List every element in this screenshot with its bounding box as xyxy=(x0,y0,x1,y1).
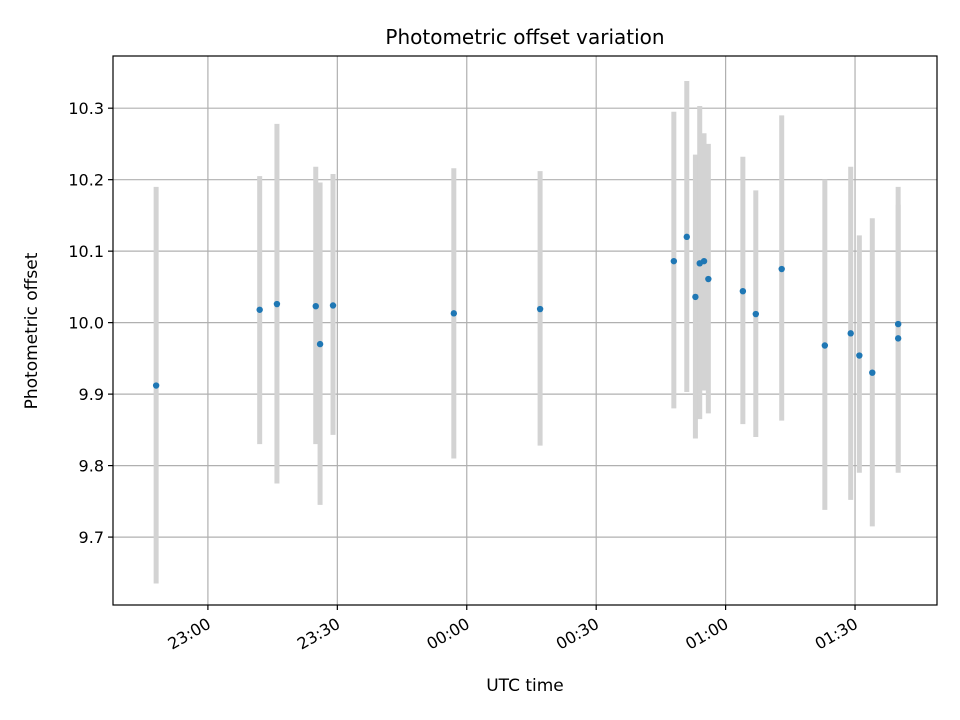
y-tick-label: 10.1 xyxy=(68,242,104,261)
y-tick-label: 10.0 xyxy=(68,314,104,333)
data-point xyxy=(847,330,854,337)
y-axis-ticks: 9.7 9.8 9.9 10.0 10.1 10.2 10.3 xyxy=(68,99,113,547)
data-point xyxy=(273,300,281,308)
data-point xyxy=(752,310,760,318)
data-point xyxy=(700,257,708,265)
data-point xyxy=(256,306,263,313)
data-point xyxy=(856,352,863,359)
data-point xyxy=(536,305,544,313)
y-axis-label: Photometric offset xyxy=(22,252,42,409)
y-tick-label: 9.8 xyxy=(79,457,104,476)
data-point xyxy=(312,302,319,310)
data-point xyxy=(894,335,902,342)
data-point xyxy=(692,293,699,301)
data-point xyxy=(316,340,324,348)
data-points xyxy=(152,233,902,389)
x-axis-label: UTC time xyxy=(486,676,564,696)
grid xyxy=(113,56,937,605)
y-tick-label: 9.9 xyxy=(79,385,104,404)
y-tick-label: 10.2 xyxy=(68,171,104,190)
data-point xyxy=(778,265,785,273)
data-point xyxy=(329,302,337,309)
data-point xyxy=(450,310,458,317)
y-tick-label: 10.3 xyxy=(68,99,104,118)
data-point xyxy=(705,275,712,283)
data-point xyxy=(670,257,678,265)
axes-frame xyxy=(112,55,938,606)
data-point xyxy=(894,320,902,328)
data-point xyxy=(683,233,690,241)
data-point xyxy=(869,369,876,376)
data-point xyxy=(821,342,829,349)
data-point xyxy=(739,287,747,295)
data-point xyxy=(152,382,160,389)
y-tick-label: 9.7 xyxy=(79,528,104,547)
chart-title: Photometric offset variation xyxy=(385,25,664,49)
